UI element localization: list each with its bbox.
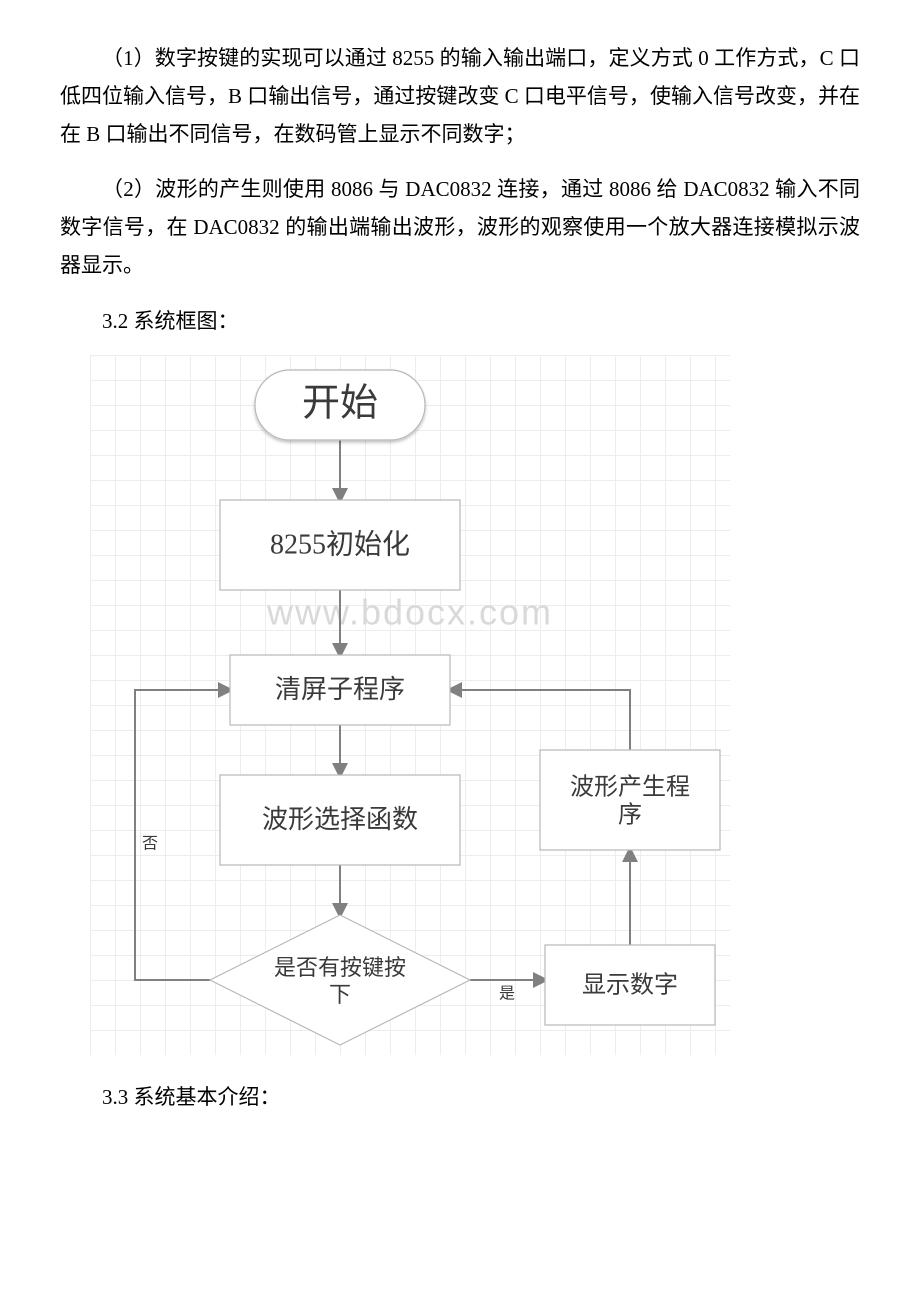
watermark-text: www.bdocx.com [266, 591, 553, 632]
paragraph-1: （1）数字按键的实现可以通过 8255 的输入输出端口，定义方式 0 工作方式，… [60, 40, 860, 153]
svg-text:显示数字: 显示数字 [582, 971, 678, 998]
edge-label-no: 否 [142, 835, 158, 852]
section-3-3-title: 3.3 系统基本介绍： [60, 1079, 860, 1117]
svg-text:下: 下 [329, 982, 351, 1007]
flowchart-svg: www.bdocx.com 是 否 开始 [90, 355, 730, 1055]
node-show: 显示数字 [545, 945, 715, 1025]
node-clear: 清屏子程序 [230, 655, 450, 725]
svg-text:波形选择函数: 波形选择函数 [262, 805, 418, 834]
node-wave: 波形产生程 序 [540, 750, 720, 850]
svg-text:清屏子程序: 清屏子程序 [275, 675, 405, 704]
node-select: 波形选择函数 [220, 775, 460, 865]
svg-text:开始: 开始 [302, 382, 378, 424]
edge-wave-clear [450, 690, 630, 750]
svg-text:8255初始化: 8255初始化 [270, 528, 410, 560]
node-init: 8255初始化 [220, 500, 460, 590]
svg-text:序: 序 [618, 801, 642, 828]
section-3-2-title: 3.2 系统框图： [60, 303, 860, 341]
system-flowchart: www.bdocx.com 是 否 开始 [90, 355, 730, 1055]
svg-text:波形产生程: 波形产生程 [570, 773, 690, 800]
document-page: （1）数字按键的实现可以通过 8255 的输入输出端口，定义方式 0 工作方式，… [0, 0, 920, 1170]
node-decision: 是否有按键按 下 [210, 915, 470, 1045]
paragraph-2: （2）波形的产生则使用 8086 与 DAC0832 连接，通过 8086 给 … [60, 171, 860, 284]
edge-label-yes: 是 [499, 985, 515, 1002]
svg-text:是否有按键按: 是否有按键按 [274, 955, 406, 980]
node-start: 开始 [255, 370, 425, 440]
